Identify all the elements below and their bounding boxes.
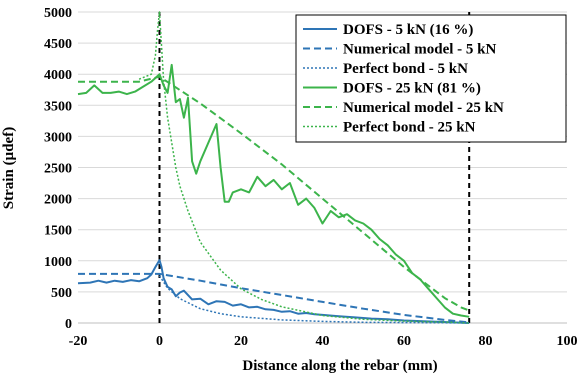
legend-box <box>295 14 567 143</box>
legend-label: DOFS - 5 kN (16 %) <box>343 22 473 38</box>
legend: DOFS - 5 kN (16 %) Numerical model - 5 kN… <box>295 14 567 143</box>
legend-label: DOFS - 25 kN (81 %) <box>343 81 481 97</box>
x-tick-label: 100 <box>557 334 577 349</box>
series-line-2 <box>78 272 470 324</box>
y-tick-label: 3000 <box>44 130 72 145</box>
y-tick-label: 4000 <box>44 68 72 83</box>
series-line-3 <box>158 275 470 324</box>
y-tick-label: 1000 <box>44 255 72 270</box>
series-line-5 <box>78 75 470 312</box>
y-tick-label: 5000 <box>44 6 72 21</box>
x-tick-label: 0 <box>156 334 163 349</box>
x-tick-label: 20 <box>234 334 248 349</box>
legend-label: Perfect bond - 5 kN <box>343 61 468 77</box>
tick-labels: 0500100015002000250030003500400045005000… <box>44 6 577 349</box>
x-tick-label: 80 <box>479 334 493 349</box>
legend-label: Numerical model - 5 kN <box>343 42 496 58</box>
y-tick-label: 0 <box>65 317 72 332</box>
legend-label: Numerical model - 25 kN <box>343 100 504 116</box>
series-line-4 <box>77 63 470 318</box>
series-lines <box>77 11 470 324</box>
y-tick-label: 2000 <box>44 193 72 208</box>
series-line-1 <box>77 259 470 324</box>
x-tick-label: 40 <box>316 334 330 349</box>
y-axis-title: Strain (µdef) <box>1 127 17 209</box>
x-tick-label: -20 <box>69 334 88 349</box>
legend-label: Perfect bond - 25 kN <box>343 120 476 136</box>
y-tick-label: 500 <box>51 286 72 301</box>
x-tick-label: 60 <box>397 334 411 349</box>
y-tick-label: 3500 <box>44 99 72 114</box>
series-line-6 <box>138 11 470 324</box>
y-tick-label: 1500 <box>44 224 72 239</box>
x-axis-title: Distance along the rebar (mm) <box>242 358 437 374</box>
y-tick-label: 4500 <box>44 37 72 52</box>
y-tick-label: 2500 <box>44 162 72 177</box>
vertical-markers <box>158 12 471 323</box>
